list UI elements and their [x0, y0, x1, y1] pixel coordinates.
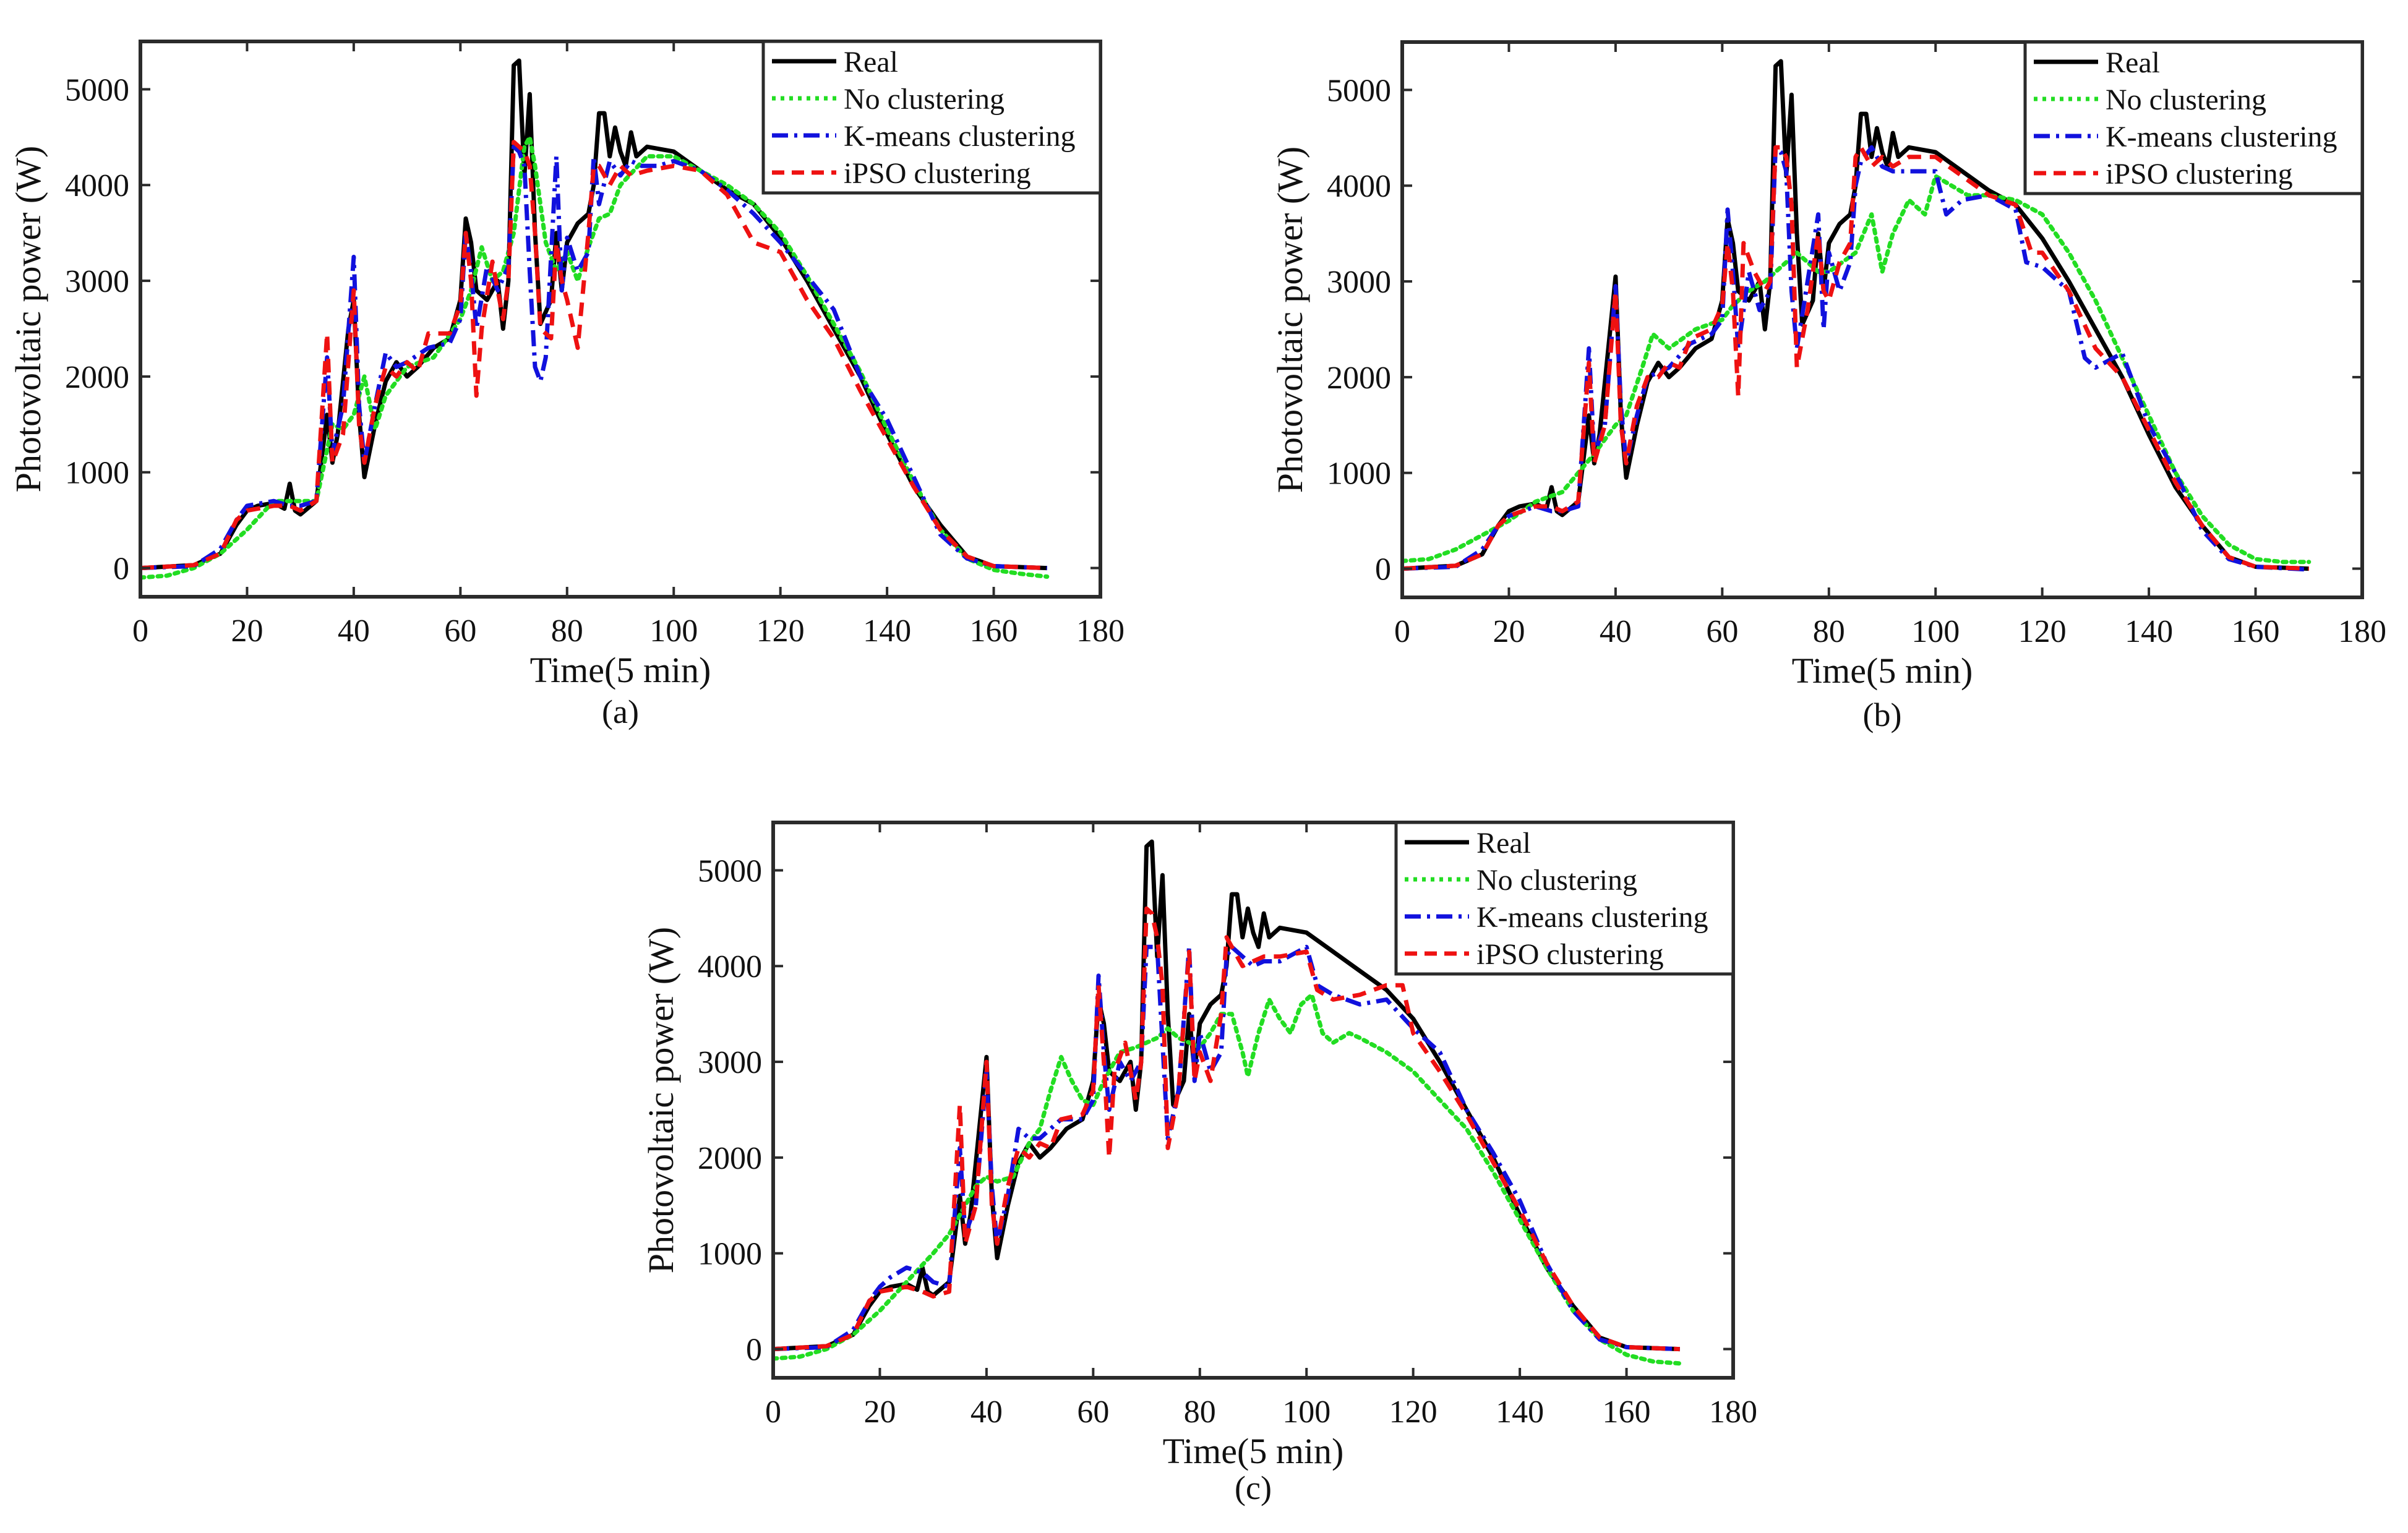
y-tick-label: 4000 — [1327, 169, 1391, 204]
x-tick-label: 40 — [338, 613, 370, 649]
panel-label: (c) — [1235, 1469, 1272, 1506]
y-tick-label: 3000 — [65, 264, 129, 299]
panel-a: 0 20 40 60 80 100 120 140 160 180 0 1000 2000 3000 400… — [8, 40, 1125, 730]
legend-box — [2023, 40, 2364, 195]
legend-entry: iPSO clustering — [1476, 938, 1664, 971]
legend-entry: iPSO clustering — [844, 157, 1031, 190]
series-group — [773, 839, 1682, 1366]
y-tick-label: 5000 — [698, 853, 762, 889]
y-tick-label: 2000 — [65, 360, 129, 395]
x-tick-label: 40 — [970, 1394, 1003, 1430]
y-tick-label: 2000 — [698, 1141, 762, 1176]
legend: Real No clustering K-means clustering iPSO … — [761, 40, 1102, 195]
y-tick-label: 4000 — [65, 168, 129, 203]
series-line-k-means-clustering — [1402, 145, 2309, 572]
x-tick-label: 80 — [1813, 614, 1845, 649]
x-tick-label: 120 — [2018, 614, 2067, 649]
x-axis-label: Time(5 min) — [1163, 1431, 1344, 1471]
x-tick-label: 100 — [1911, 614, 1960, 649]
y-axis-label: Photovoltaic power (W) — [1270, 147, 1310, 493]
x-tick-label: 140 — [863, 613, 911, 649]
x-tick-label: 120 — [756, 613, 805, 649]
legend-entry: No clustering — [2106, 83, 2266, 116]
series-line-ipso-clustering — [1402, 145, 2309, 571]
y-tick-label: 0 — [1375, 552, 1391, 587]
series-line-ipso-clustering — [773, 906, 1680, 1352]
panel-b: 0 20 40 60 80 100 120 140 160 180 0 1000 2000 3000 400… — [1270, 40, 2386, 733]
x-tick-label: 80 — [1184, 1394, 1216, 1430]
y-axis-label: Photovoltaic power (W) — [641, 927, 681, 1274]
legend: Real No clustering K-means clustering iPSO … — [1394, 821, 1735, 976]
y-tick-label: 5000 — [65, 72, 129, 108]
y-tick-label: 1000 — [1327, 456, 1391, 492]
x-tick-label: 180 — [2338, 614, 2386, 649]
x-tick-label: 160 — [970, 613, 1018, 649]
x-tick-label: 160 — [2232, 614, 2280, 649]
y-tick-label: 4000 — [698, 949, 762, 984]
panel-c: 0 20 40 60 80 100 120 140 160 180 0 1000 2000 3000 400… — [641, 821, 1757, 1506]
x-tick-label: 0 — [1394, 614, 1410, 649]
y-tick-label: 1000 — [698, 1237, 762, 1272]
x-tick-label: 120 — [1389, 1394, 1438, 1430]
series-group — [1402, 59, 2312, 572]
legend-entry: Real — [2106, 46, 2160, 79]
x-tick-label: 20 — [863, 1394, 896, 1430]
y-tick-label: 3000 — [698, 1045, 762, 1080]
series-line-k-means-clustering — [773, 944, 1680, 1352]
series-line-no-clustering — [773, 993, 1682, 1366]
y-tick-label: 0 — [746, 1333, 762, 1368]
x-tick-label: 140 — [1496, 1394, 1544, 1430]
legend-box — [1394, 821, 1735, 976]
axes-frame — [139, 40, 1102, 599]
x-tick-label: 0 — [765, 1394, 781, 1430]
y-axis-label: Photovoltaic power (W) — [8, 146, 48, 493]
y-tick-label: 5000 — [1327, 73, 1391, 108]
x-tick-label: 100 — [1282, 1394, 1330, 1430]
x-tick-label: 160 — [1603, 1394, 1651, 1430]
x-tick-label: 180 — [1076, 613, 1125, 649]
series-line-ipso-clustering — [140, 140, 1047, 571]
x-axis-label: Time(5 min) — [1792, 651, 1973, 691]
legend-entry: Real — [1476, 827, 1531, 860]
x-tick-label: 140 — [2125, 614, 2173, 649]
series-group — [140, 58, 1050, 580]
x-tick-label: 40 — [1600, 614, 1632, 649]
panel-label: (a) — [602, 693, 639, 730]
y-tick-label: 2000 — [1327, 361, 1391, 396]
x-tick-label: 60 — [1077, 1394, 1109, 1430]
y-tick-label: 0 — [113, 552, 129, 587]
x-tick-label: 80 — [551, 613, 583, 649]
x-tick-label: 60 — [1706, 614, 1738, 649]
legend: Real No clustering K-means clustering iPSO … — [2023, 40, 2364, 195]
series-line-no-clustering — [140, 135, 1050, 580]
y-tick-label: 3000 — [1327, 265, 1391, 300]
legend-entry: K-means clustering — [844, 120, 1076, 153]
legend-entry: No clustering — [1476, 864, 1637, 897]
y-tick-label: 1000 — [65, 456, 129, 491]
x-tick-label: 20 — [231, 613, 263, 649]
axes-frame — [1400, 40, 2364, 599]
series-line-no-clustering — [1402, 174, 2312, 565]
x-tick-label: 180 — [1709, 1394, 1757, 1430]
legend-box — [761, 40, 1102, 195]
x-tick-label: 60 — [444, 613, 476, 649]
legend-entry: Real — [844, 46, 898, 79]
legend-entry: No clustering — [844, 83, 1005, 116]
legend-entry: iPSO clustering — [2106, 158, 2293, 190]
x-tick-label: 0 — [132, 613, 148, 649]
axes-frame — [771, 821, 1735, 1380]
x-axis-label: Time(5 min) — [530, 650, 711, 690]
legend-entry: K-means clustering — [2106, 121, 2337, 153]
panel-label: (b) — [1863, 696, 1902, 733]
x-tick-label: 100 — [649, 613, 698, 649]
legend-entry: K-means clustering — [1476, 901, 1708, 934]
x-tick-label: 20 — [1493, 614, 1525, 649]
